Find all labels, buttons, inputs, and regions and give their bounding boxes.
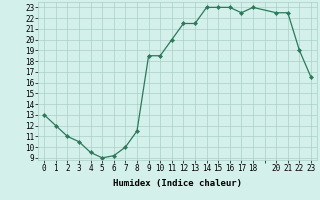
X-axis label: Humidex (Indice chaleur): Humidex (Indice chaleur): [113, 179, 242, 188]
